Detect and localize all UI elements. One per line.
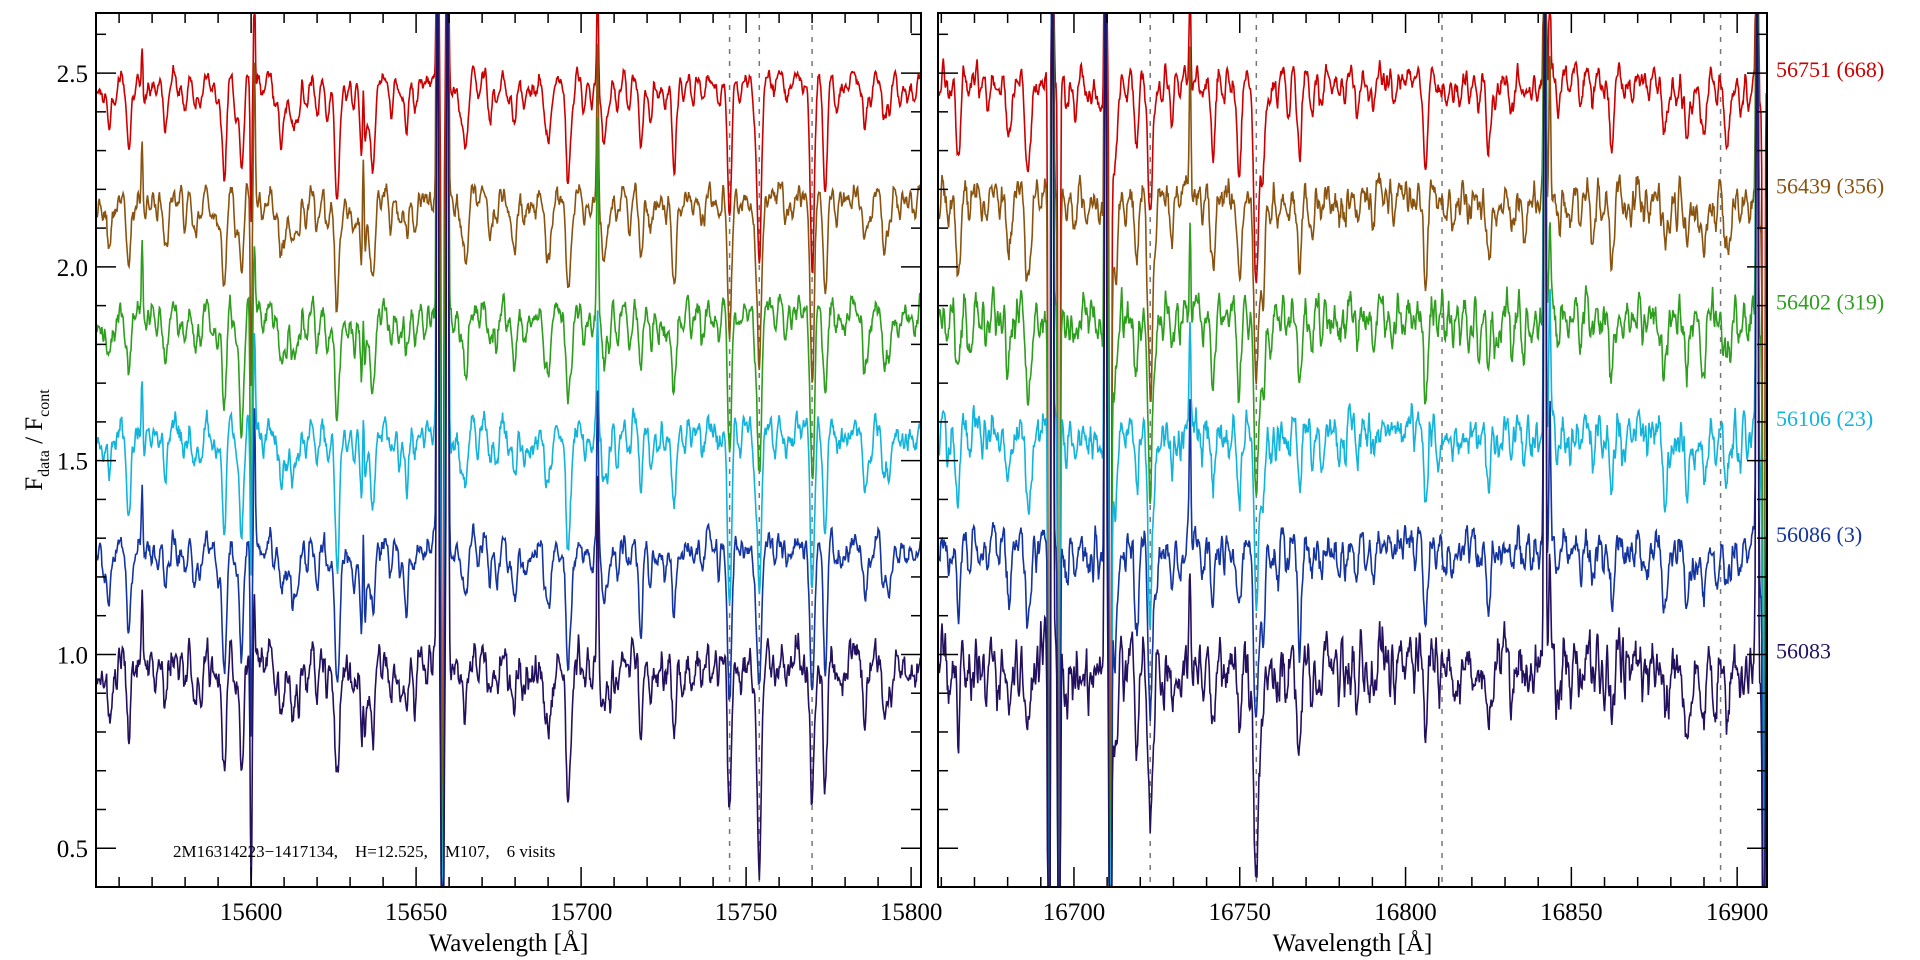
series-label: 56086 (3) — [1776, 522, 1862, 547]
y-tick-label: 0.5 — [57, 836, 88, 863]
panel-1: 15600 15650 15700 15750 15800 0.5 1.0 1.5 2.0 2.5… — [57, 12, 943, 957]
spectrum-line-56083 — [938, 13, 1767, 887]
panel-2: 16700 16750 16800 16850 16900 Wavelength [Å] — [937, 12, 1769, 957]
series-label: 56083 — [1776, 638, 1831, 663]
y-tick-label: 1.0 — [57, 642, 88, 669]
x-tick-label: 16700 — [1043, 899, 1106, 926]
series-label: 56439 (356) — [1776, 173, 1884, 198]
x-tick-label: 16850 — [1540, 899, 1603, 926]
spectrum-line-56402 — [96, 13, 921, 887]
spectrum-line-56439 — [938, 13, 1767, 887]
series-label: 56751 (668) — [1776, 57, 1884, 82]
plot-frame — [95, 12, 922, 888]
x-tick-label: 15700 — [550, 899, 613, 926]
series-label: 56106 (23) — [1776, 406, 1873, 431]
plot-frame — [937, 12, 1768, 888]
y-axis-title: Fdata / Fcont — [21, 389, 53, 491]
x-tick-label: 16800 — [1374, 899, 1437, 926]
y-tick-label: 2.0 — [57, 255, 88, 282]
x-tick-label: 15750 — [715, 899, 778, 926]
annotation: 2M16314223−1417134, H=12.525, M107, 6 vi… — [173, 842, 555, 861]
spectrum-line-56751 — [96, 13, 921, 887]
spectrum-line-56083 — [96, 13, 921, 887]
y-tick-label: 1.5 — [57, 449, 88, 476]
x-tick-label: 15600 — [220, 899, 283, 926]
y-tick-label: 2.5 — [57, 61, 88, 88]
x-axis-title: Wavelength [Å] — [1273, 930, 1433, 957]
spectrum-line-56086 — [938, 13, 1767, 887]
spectrum-line-56751 — [938, 13, 1767, 887]
panels: 15600 15650 15700 15750 15800 0.5 1.0 1.5 2.0 2.5… — [57, 12, 1884, 957]
x-tick-label: 16900 — [1706, 899, 1769, 926]
spectrum-line-56106 — [96, 13, 921, 887]
spectrum-line-56402 — [938, 13, 1767, 887]
series-label: 56402 (319) — [1776, 290, 1884, 315]
x-tick-label: 16750 — [1209, 899, 1272, 926]
x-axis-title: Wavelength [Å] — [429, 930, 589, 957]
spectrum-line-56086 — [96, 13, 921, 887]
x-tick-label: 15800 — [880, 899, 943, 926]
x-tick-label: 15650 — [385, 899, 448, 926]
spectrum-line-56106 — [938, 13, 1767, 887]
spectrum-line-56439 — [96, 13, 921, 887]
